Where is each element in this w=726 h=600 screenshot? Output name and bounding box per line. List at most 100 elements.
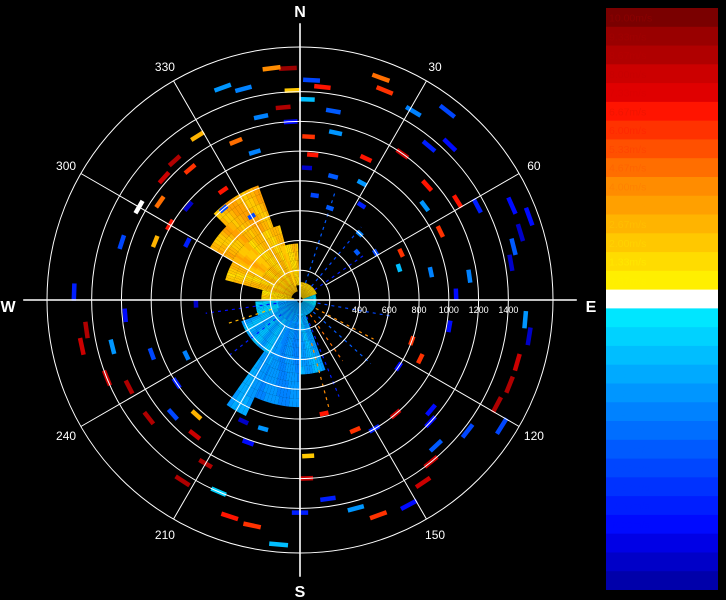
echo-cell [243, 323, 254, 330]
echo-cell [309, 301, 317, 303]
echo-cell [276, 302, 288, 306]
echo-cell [281, 308, 290, 316]
echo-cell [309, 298, 317, 300]
echo-cell [306, 306, 312, 313]
echo-cell [290, 301, 298, 310]
echo-cell [295, 277, 298, 286]
azimuth-label: 210 [155, 528, 175, 542]
echo-ray [309, 314, 344, 362]
echo-cell [293, 302, 299, 312]
echo-cell [251, 247, 259, 256]
echo-cell [275, 234, 281, 244]
echo-cell [308, 348, 313, 357]
echo-cell [293, 330, 296, 339]
velocity-gate [241, 438, 255, 447]
echo-cell [302, 282, 306, 291]
echo-cell [300, 289, 304, 298]
echo-cell [303, 283, 307, 291]
echo-cell [292, 364, 296, 374]
velocity-gate [302, 77, 321, 83]
echo-cell [287, 300, 298, 305]
echo-cell [278, 318, 286, 327]
echo-cell [296, 313, 299, 324]
echo-cell [227, 248, 237, 257]
echo-cell [268, 308, 279, 314]
azimuth-label: 300 [56, 159, 76, 173]
echo-cell [229, 264, 239, 271]
echo-cell [240, 223, 249, 233]
echo-cell [277, 225, 283, 235]
colorbar-label: -2.67m/s [609, 369, 650, 381]
echo-cell [301, 302, 306, 309]
echo-cell [275, 291, 284, 295]
echo-cell [217, 249, 227, 257]
velocity-gate [397, 248, 405, 258]
echo-cell [258, 381, 264, 391]
echo-cell [266, 219, 273, 229]
echo-cell [283, 309, 292, 318]
echo-cell [255, 336, 264, 345]
echo-cell [274, 315, 283, 323]
echo-cell [269, 295, 278, 298]
echo-cell [308, 289, 315, 294]
echo-cell [263, 342, 271, 352]
echo-cell [290, 381, 295, 390]
velocity-gate [421, 139, 437, 153]
echo-cell [300, 302, 303, 310]
echo-cell [283, 327, 288, 336]
echo-cell [263, 220, 270, 230]
echo-cell [291, 312, 296, 323]
echo-cell [254, 257, 262, 265]
echo-cell [241, 258, 251, 266]
echo-cell [285, 310, 293, 320]
echo-cell [270, 256, 277, 265]
echo-cell [261, 293, 270, 296]
echo-cell [281, 280, 289, 288]
echo-cell [300, 290, 304, 298]
echo-cell [283, 269, 289, 278]
echo-cell [286, 297, 295, 299]
echo-cell [255, 360, 263, 370]
echo-cell [275, 315, 283, 324]
echo-cell [284, 290, 293, 296]
velocity-gate [302, 453, 315, 459]
echo-cell [233, 228, 242, 238]
echo-cell [277, 234, 283, 244]
echo-cell [263, 276, 271, 283]
echo-cell [266, 375, 273, 385]
echo-cell [235, 239, 244, 248]
echo-cell [301, 302, 305, 309]
echo-cell [238, 266, 248, 273]
echo-cell [276, 343, 281, 352]
velocity-gate [428, 438, 444, 453]
echo-cell [261, 374, 267, 383]
echo-cell [290, 302, 298, 310]
azimuth-radial [325, 314, 520, 427]
echo-cell [291, 321, 295, 330]
velocity-gate [275, 104, 291, 111]
echo-cell [302, 300, 310, 303]
echo-cell [301, 282, 304, 290]
echo-cell [301, 349, 305, 358]
echo-cell [286, 337, 291, 347]
compass-west-label: W [0, 299, 16, 316]
velocity-gate [466, 269, 473, 284]
echo-cell [275, 290, 284, 295]
echo-cell [274, 327, 282, 336]
echo-cell [287, 329, 292, 338]
velocity-gate [416, 353, 425, 365]
colorbar-label: 10.00m/s [609, 13, 652, 25]
echo-cell [300, 289, 303, 298]
echo-cell [267, 334, 275, 343]
colorbar-swatch [606, 308, 718, 328]
echo-cell [304, 365, 308, 375]
echo-cell [262, 202, 268, 212]
echo-cell [236, 251, 245, 259]
velocity-gate [108, 339, 117, 355]
echo-cell [261, 261, 269, 269]
echo-ray [311, 226, 362, 287]
velocity-gate [512, 353, 522, 372]
colorbar-label: -2.00m/s [609, 350, 650, 362]
echo-cell [305, 284, 310, 292]
velocity-gate [154, 195, 166, 209]
